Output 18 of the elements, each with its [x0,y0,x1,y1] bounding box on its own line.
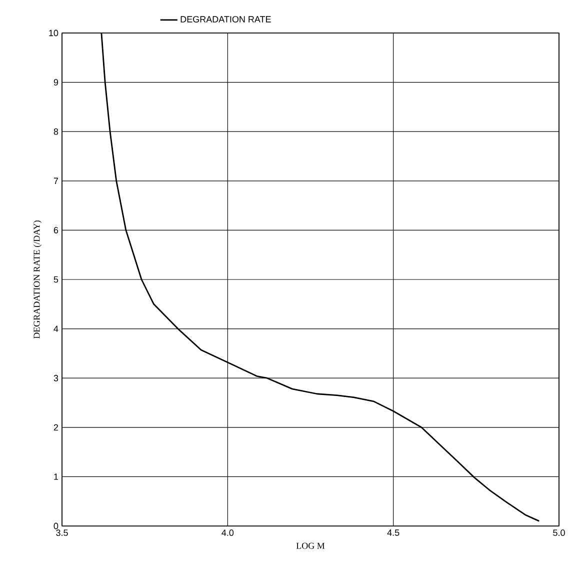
y-tick-label: 8 [54,128,58,135]
y-tick-label: 10 [49,30,58,36]
y-tick-label: 3 [54,374,58,382]
y-tick-label: 1 [54,474,58,480]
x-axis-title: LOG M [296,542,325,549]
y-tick-label: 9 [54,79,58,86]
legend-label: DEGRADATION RATE [180,16,271,22]
y-tick-label: 2 [54,424,58,431]
y-tick-label: 7 [54,178,58,184]
y-tick-label: 0 [54,522,58,530]
y-tick-label: 6 [54,227,58,234]
y-tick-label: 5 [54,276,58,283]
x-tick-label: 4.0 [222,530,234,536]
x-tick-label: 3.5 [56,530,68,536]
x-tick-label: 5.0 [553,530,565,536]
y-axis-title: DEGRADATION RATE (/DAY) [33,220,42,339]
x-tick-label: 4.5 [387,530,400,536]
y-tick-label: 4 [54,326,58,332]
